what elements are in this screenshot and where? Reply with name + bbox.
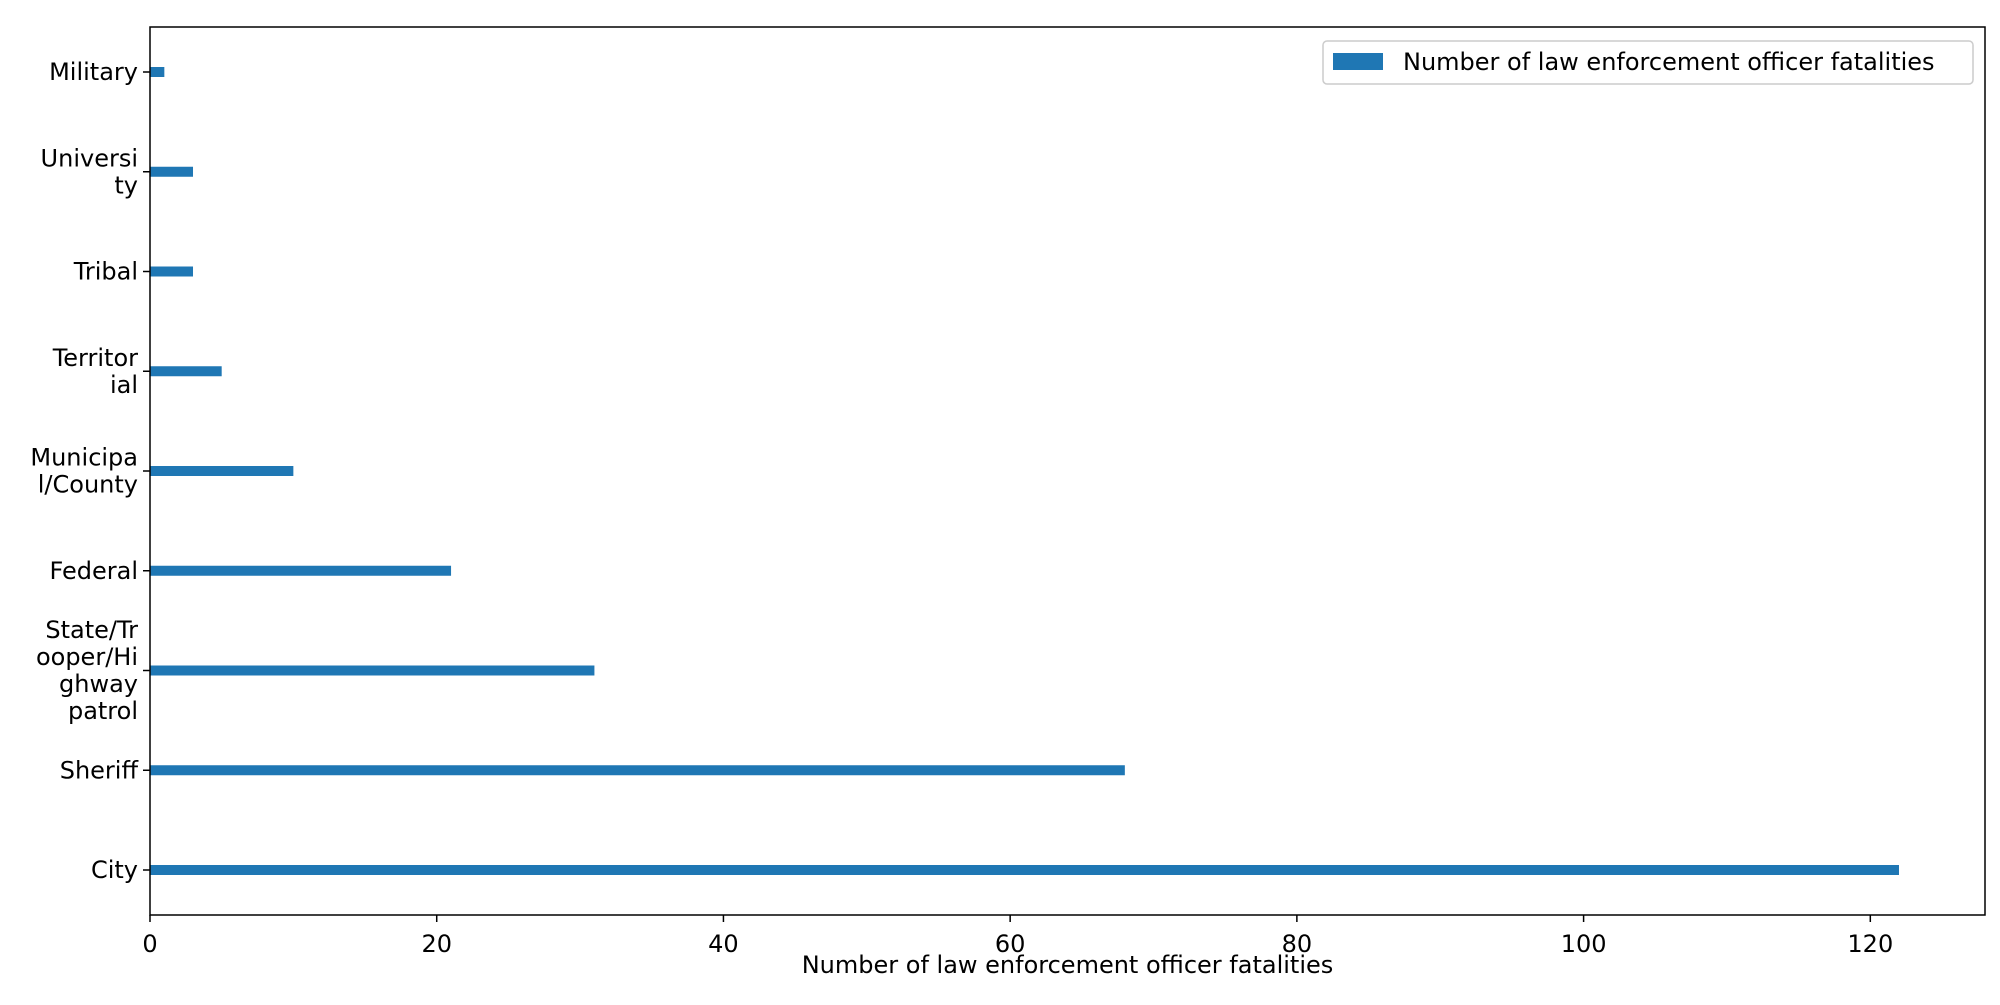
bar [150, 865, 1899, 875]
x-tick-label: 80 [1282, 930, 1313, 958]
x-tick-label: 0 [142, 930, 157, 958]
bar [150, 166, 194, 177]
x-axis: 0 20 40 60 80 100 120 [142, 915, 1893, 958]
bar [150, 565, 452, 576]
bar [150, 266, 194, 277]
bar [150, 67, 165, 77]
y-tick-label: Sheriff [60, 756, 139, 784]
bar [150, 466, 294, 476]
x-tick-label: 60 [995, 930, 1026, 958]
y-tick-label: City [91, 856, 138, 884]
bars-layer [150, 67, 1899, 875]
bar [150, 665, 595, 676]
y-tick-label: Municipa l/County [30, 444, 138, 499]
y-tick-label: Territor ial [52, 344, 138, 399]
legend-swatch [1333, 53, 1383, 70]
y-tick-label: Universi ty [41, 144, 138, 199]
y-tick-label: Military [49, 58, 138, 86]
bar [150, 765, 1125, 776]
y-tick-label: Tribal [73, 258, 138, 286]
y-tick-label: Federal [50, 557, 139, 585]
x-tick-label: 100 [1561, 930, 1607, 958]
y-axis: City Sheriff State/Tr ooper/Hi ghway patrol Fe… [30, 58, 150, 884]
y-tick-label: State/Tr ooper/Hi ghway patrol [36, 616, 138, 725]
x-axis-label: Number of law enforcement officer fatali… [802, 951, 1334, 979]
bar [150, 366, 222, 377]
legend-label: Number of law enforcement officer fatali… [1403, 48, 1935, 76]
plot-area-frame [149, 26, 1986, 916]
x-tick-label: 120 [1847, 930, 1893, 958]
x-tick-label: 40 [708, 930, 739, 958]
legend: Number of law enforcement officer fatali… [1322, 40, 1974, 85]
x-tick-label: 20 [421, 930, 452, 958]
legend-box [1322, 40, 1974, 85]
